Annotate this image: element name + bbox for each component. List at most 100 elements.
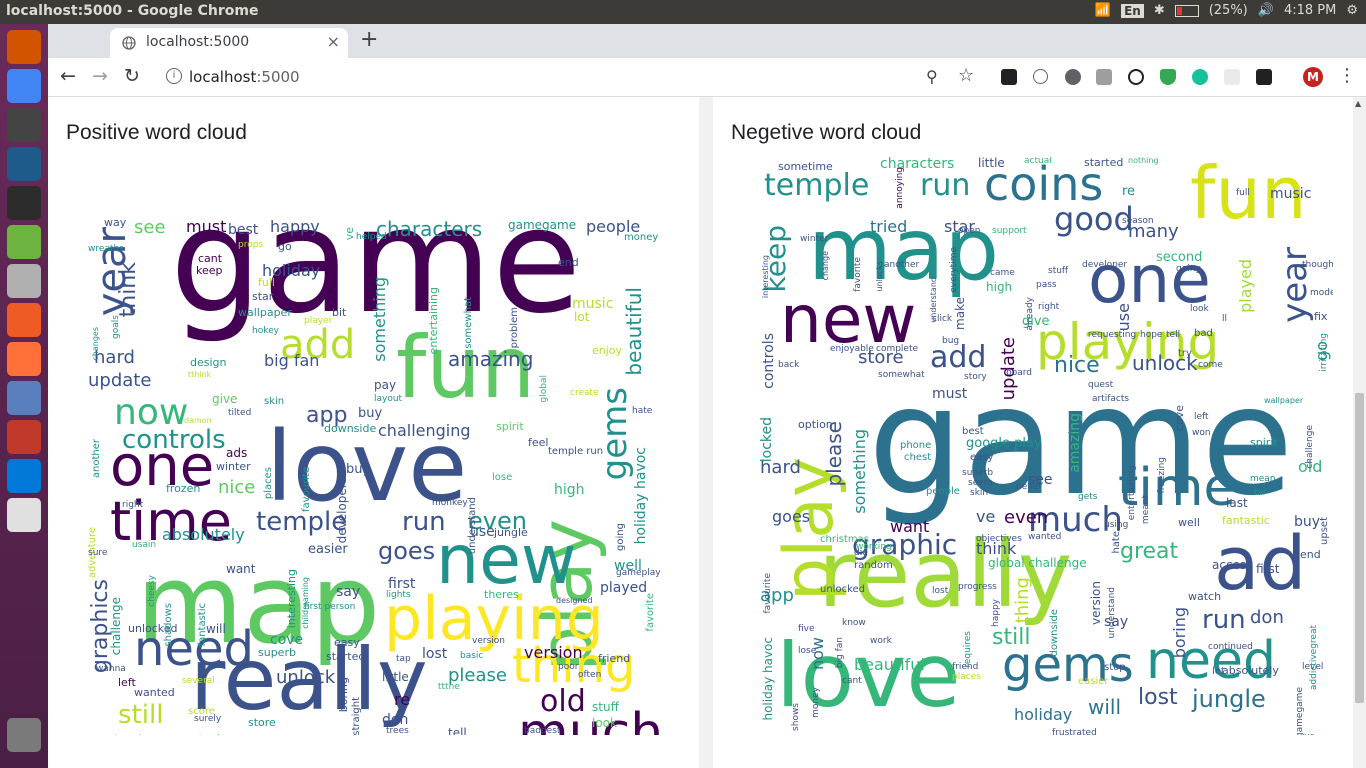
jetbrains-extension-icon[interactable] — [1001, 69, 1017, 85]
negative-cloud-word: will — [1088, 695, 1122, 719]
battery-icon[interactable] — [1174, 4, 1199, 17]
reader-icon[interactable] — [7, 420, 41, 454]
positive-cloud-word: layout — [374, 394, 403, 404]
block-extension-icon[interactable] — [1128, 69, 1144, 85]
negative-cloud-word: need — [1146, 631, 1276, 691]
positive-cloud-word: add — [280, 322, 356, 368]
positive-cloud-word: big fan — [264, 351, 320, 370]
negative-cloud-word: us — [1304, 733, 1314, 736]
positive-cloud-word: will — [206, 622, 226, 636]
info-icon[interactable]: i — [166, 68, 182, 84]
text-editor-icon[interactable] — [7, 498, 41, 532]
positive-cloud-word: wreaths — [88, 244, 124, 254]
m-extension-icon[interactable] — [1096, 69, 1112, 85]
wireshark-icon[interactable] — [7, 147, 41, 181]
negative-cloud-word: year — [1275, 247, 1315, 323]
trash-icon[interactable] — [7, 718, 41, 752]
grammarly-extension-icon[interactable] — [1192, 69, 1208, 85]
browser-tab[interactable]: localhost:5000 × — [110, 28, 348, 58]
keyboard-layout-indicator[interactable]: En — [1121, 3, 1144, 18]
scroll-up-arrow-icon[interactable]: ▲ — [1355, 99, 1362, 108]
positive-cloud-word: developers — [335, 477, 349, 544]
terminal-icon[interactable] — [7, 186, 41, 220]
tab-extension-icon[interactable] — [1256, 69, 1272, 85]
image-viewer-icon[interactable] — [7, 381, 41, 415]
file-manager-icon[interactable] — [7, 264, 41, 298]
tab-close-icon[interactable]: × — [326, 32, 340, 51]
positive-cloud-word: interesting — [285, 569, 298, 629]
negative-card: Negetive word cloud game really map love pla… — [713, 97, 1353, 768]
positive-cloud-word: another — [91, 439, 102, 479]
negative-cloud-word: change — [821, 251, 830, 281]
menu-icon[interactable]: ⋮ — [1338, 65, 1356, 86]
page-scrollbar[interactable]: ▲ — [1353, 97, 1366, 768]
address-bar[interactable]: i localhost:5000 — [154, 62, 914, 92]
positive-cloud-word: say — [336, 584, 361, 600]
positive-cloud-word: amazing — [448, 347, 534, 371]
positive-cloud-word: hard — [94, 347, 135, 368]
positive-cloud-word: see — [134, 217, 166, 238]
negative-cloud-word: working — [856, 542, 892, 552]
positive-cloud-word: several — [182, 676, 215, 686]
negative-cloud-word: last — [1226, 496, 1248, 510]
positive-cloud-word: high — [554, 482, 585, 498]
back-button[interactable]: ← — [60, 65, 76, 87]
positive-cloud-word: beautiful — [622, 287, 646, 376]
scrollbar-thumb[interactable] — [1355, 393, 1364, 703]
grid-extension-icon[interactable] — [1224, 69, 1240, 85]
positive-cloud-word: childmaming — [301, 577, 310, 629]
negative-cloud-word: google play — [966, 436, 1042, 451]
postman-icon[interactable] — [7, 303, 41, 337]
negative-cloud-word: using — [1104, 520, 1129, 530]
wifi-icon[interactable]: 📶 — [1094, 3, 1112, 18]
spring-icon[interactable] — [7, 225, 41, 259]
positive-cloud-word: poor — [558, 662, 579, 672]
zoom-icon[interactable]: ⚲ — [926, 67, 938, 86]
positive-cloud-word: score — [188, 706, 215, 717]
code-extension-icon[interactable] — [1033, 69, 1048, 84]
reload-button[interactable]: ↻ — [124, 65, 140, 87]
positive-cloud-word: thing — [512, 638, 636, 694]
positive-cloud-word: characters — [376, 217, 483, 241]
positive-cloud-word: buy — [358, 406, 383, 421]
new-tab-button[interactable]: + — [360, 27, 379, 52]
positive-cloud-word: star — [252, 290, 274, 303]
positive-cloud-word: cheesy — [147, 575, 157, 607]
negative-cloud-word: actual — [1024, 157, 1052, 166]
dark-mode-extension-icon[interactable] — [1065, 69, 1081, 85]
negative-cloud-word: gamegame — [1295, 687, 1305, 735]
positive-cloud-word: shadows — [163, 603, 174, 647]
volume-icon[interactable]: 🔊 — [1257, 3, 1274, 18]
battery-percent[interactable]: (25%) — [1208, 3, 1248, 18]
positive-cloud-word: challenge — [109, 597, 123, 656]
bluetooth-icon[interactable]: ✱ — [1153, 3, 1165, 18]
negative-cloud-word: map — [808, 200, 1000, 300]
browser-toolbar: ← → ↻ i localhost:5000 ⚲ ☆ M ⋮ — [48, 58, 1366, 97]
chrome-icon[interactable] — [7, 69, 41, 103]
ubuntu-dash-icon[interactable] — [7, 30, 41, 64]
negative-cloud-word: never — [1016, 482, 1042, 492]
bookmark-star-icon[interactable]: ☆ — [958, 65, 975, 86]
negative-cloud-word: run — [1202, 605, 1246, 635]
positive-cloud-word: stuff — [592, 700, 619, 714]
negative-cloud-word: cant — [842, 676, 862, 686]
clock[interactable]: 4:18 PM — [1283, 3, 1337, 18]
profile-avatar[interactable]: M — [1303, 67, 1323, 87]
forward-button[interactable]: → — [92, 65, 108, 87]
negative-cloud-word: open — [958, 226, 981, 236]
shield-extension-icon[interactable] — [1160, 69, 1176, 85]
positive-cloud-word: even — [468, 507, 527, 535]
negative-cloud-word: mean — [1250, 474, 1276, 484]
positive-cloud-word: one — [110, 434, 215, 499]
video-editor-icon[interactable] — [7, 108, 41, 142]
settings-gear-icon[interactable]: ⚙ — [1346, 3, 1358, 18]
vscode-icon[interactable] — [7, 459, 41, 493]
positive-cloud-word: store — [248, 716, 276, 729]
negative-cloud-word: ve — [976, 507, 996, 526]
firefox-icon[interactable] — [7, 342, 41, 376]
negative-cloud-word: fun — [1190, 157, 1307, 235]
tab-title: localhost:5000 — [146, 34, 250, 50]
positive-cloud-word: old — [540, 684, 586, 719]
negative-cloud-word: global challenge — [988, 556, 1087, 570]
positive-cloud-word: game — [170, 177, 582, 346]
